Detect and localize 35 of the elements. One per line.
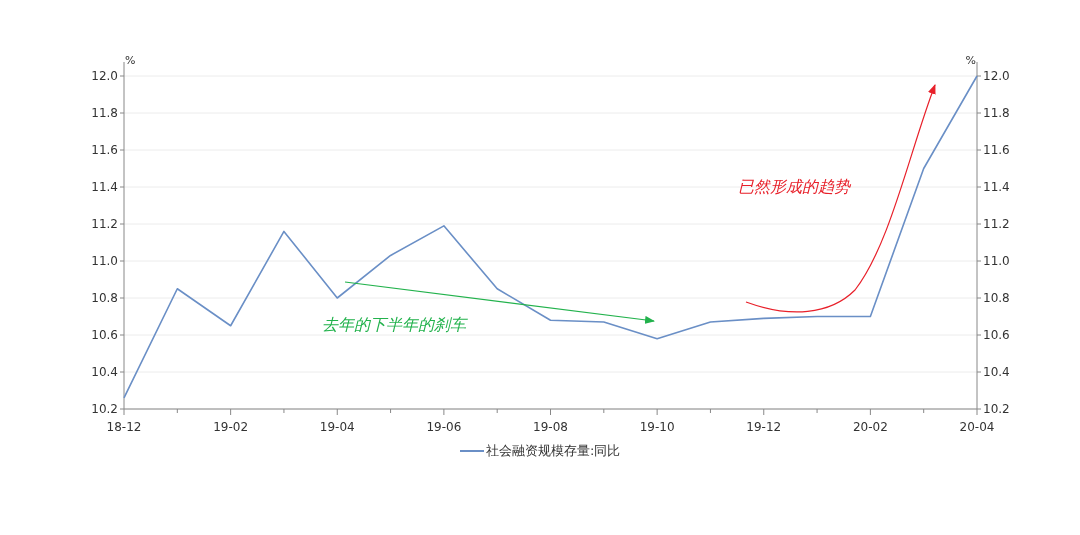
legend-label: 社会融资规模存量:同比 (486, 443, 621, 458)
y2-tick-label: 11.2 (983, 217, 1010, 231)
y2-axis-title: % (965, 54, 976, 67)
x-tick-label: 19-06 (426, 420, 462, 434)
y-axis-title: % (125, 54, 136, 67)
y2-tick-label: 11.4 (983, 180, 1010, 194)
x-tick-label: 19-02 (213, 420, 249, 434)
annotation: 已然形成的趋势 (738, 177, 852, 196)
x-tick-label: 19-04 (319, 420, 355, 434)
x-tick-label: 18-12 (106, 420, 142, 434)
line-series (123, 75, 978, 399)
y2-tick-label: 11.8 (983, 106, 1010, 120)
y2-tick-label: 10.2 (983, 402, 1010, 416)
y2-tick-label: 10.6 (983, 328, 1010, 342)
x-tick-label: 19-12 (746, 420, 782, 434)
y-tick-label: 11.2 (91, 217, 118, 231)
y-tick-label: 10.8 (91, 291, 118, 305)
x-tick-label: 19-08 (533, 420, 568, 434)
y2-tick-label: 12.0 (983, 69, 1010, 83)
y2-tick-label: 11.0 (983, 254, 1010, 268)
y-tick-label: 12.0 (91, 69, 118, 83)
x-tick-label: 20-02 (852, 420, 888, 434)
y-tick-label: 10.2 (91, 402, 118, 416)
y-tick-label: 10.4 (91, 365, 118, 379)
y2-tick-label: 11.6 (983, 143, 1010, 157)
y-tick-label: 11.8 (91, 106, 118, 120)
y2-tick-label: 10.4 (983, 365, 1010, 379)
x-tick-label: 20-04 (959, 420, 995, 434)
y-tick-label: 11.6 (91, 143, 118, 157)
y-tick-label: 11.4 (91, 180, 118, 194)
x-tick-label: 19-10 (639, 420, 675, 434)
y2-tick-label: 10.8 (983, 291, 1010, 305)
annotation: 去年的下半年的刹车 (322, 315, 468, 334)
y-tick-label: 11.0 (91, 254, 118, 268)
y-tick-label: 10.6 (91, 328, 118, 342)
